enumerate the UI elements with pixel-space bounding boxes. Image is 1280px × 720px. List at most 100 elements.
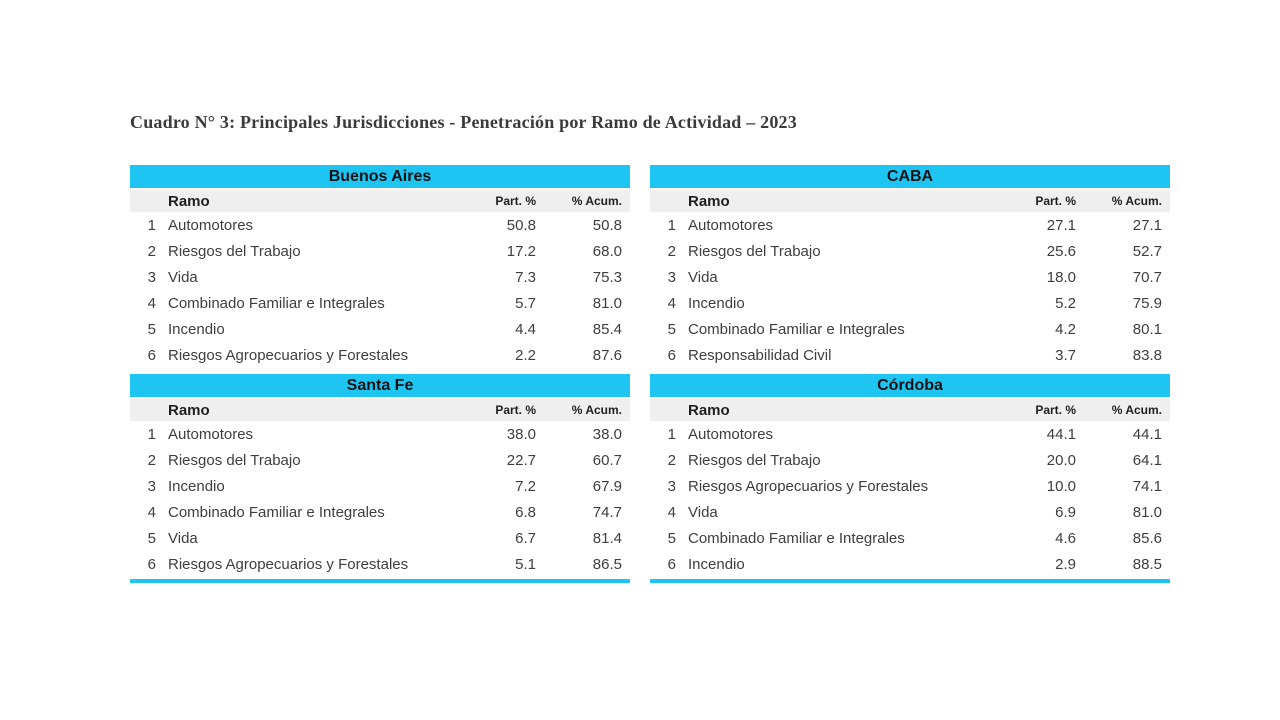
table-row: 1 Automotores 50.8 50.8: [130, 212, 630, 238]
row-rank: 3: [147, 477, 156, 495]
part-column-header: Part. %: [1035, 403, 1076, 417]
table-row: 2 Riesgos del Trabajo 17.2 68.0: [130, 238, 630, 264]
row-acum-value: 81.4: [592, 529, 622, 547]
row-rank: 4: [147, 294, 156, 312]
table-rows: 1 Automotores 38.0 38.0 2 Riesgos del Tr…: [130, 421, 630, 577]
table-row: 4 Combinado Familiar e Integrales 6.8 74…: [130, 499, 630, 525]
row-rank: 3: [667, 268, 676, 286]
row-part-value: 7.3: [515, 268, 536, 286]
acum-column-header: % Acum.: [1111, 194, 1162, 208]
row-part-value: 27.1: [1046, 216, 1076, 234]
row-part-value: 3.7: [1055, 346, 1076, 364]
table-row: 6 Riesgos Agropecuarios y Forestales 5.1…: [130, 551, 630, 577]
page-title: Cuadro N° 3: Principales Jurisdicciones …: [130, 112, 797, 132]
row-part-value: 2.9: [1055, 555, 1076, 573]
row-acum-value: 68.0: [592, 242, 622, 260]
row-part-value: 5.1: [515, 555, 536, 573]
table-buenos-aires: Buenos Aires Ramo Part. % % Acum. 1 Auto…: [130, 165, 630, 368]
row-part-value: 7.2: [515, 477, 536, 495]
row-ramo-label: Riesgos del Trabajo: [688, 451, 821, 469]
row-acum-value: 75.9: [1132, 294, 1162, 312]
row-ramo-label: Vida: [688, 268, 718, 286]
tables-column-left: Buenos Aires Ramo Part. % % Acum. 1 Auto…: [130, 165, 630, 583]
row-rank: 2: [147, 451, 156, 469]
row-part-value: 4.4: [515, 320, 536, 338]
tables-column-right: CABA Ramo Part. % % Acum. 1 Automotores …: [650, 165, 1170, 583]
row-part-value: 5.7: [515, 294, 536, 312]
row-acum-value: 86.5: [592, 555, 622, 573]
row-rank: 2: [667, 451, 676, 469]
table-row: 2 Riesgos del Trabajo 25.6 52.7: [650, 238, 1170, 264]
row-rank: 2: [667, 242, 676, 260]
row-ramo-label: Riesgos Agropecuarios y Forestales: [168, 555, 409, 573]
row-part-value: 10.0: [1046, 477, 1076, 495]
bottom-rule-right: [650, 579, 1170, 583]
table-row: 1 Automotores 38.0 38.0: [130, 421, 630, 447]
column-header-row: Ramo Part. % % Acum.: [650, 399, 1170, 421]
row-rank: 4: [667, 294, 676, 312]
tables-grid: Buenos Aires Ramo Part. % % Acum. 1 Auto…: [130, 165, 1170, 583]
row-ramo-label: Riesgos Agropecuarios y Forestales: [688, 477, 929, 495]
row-rank: 6: [147, 346, 156, 364]
row-ramo-label: Vida: [168, 529, 198, 547]
row-ramo-label: Riesgos del Trabajo: [168, 242, 301, 260]
table-row: 2 Riesgos del Trabajo 20.0 64.1: [650, 447, 1170, 473]
row-part-value: 4.2: [1055, 320, 1076, 338]
row-ramo-label: Incendio: [688, 555, 745, 573]
table-row: 4 Vida 6.9 81.0: [650, 499, 1170, 525]
row-rank: 6: [667, 555, 676, 573]
acum-column-header: % Acum.: [571, 403, 622, 417]
row-rank: 1: [147, 216, 156, 234]
row-acum-value: 38.0: [592, 425, 622, 443]
row-part-value: 2.2: [515, 346, 536, 364]
ramo-column-header: Ramo: [688, 192, 730, 210]
table-row: 5 Combinado Familiar e Integrales 4.6 85…: [650, 525, 1170, 551]
row-acum-value: 85.6: [1132, 529, 1162, 547]
ramo-column-header: Ramo: [168, 401, 210, 419]
row-ramo-label: Combinado Familiar e Integrales: [168, 503, 385, 521]
table-row: 3 Incendio 7.2 67.9: [130, 473, 630, 499]
row-acum-value: 70.7: [1132, 268, 1162, 286]
ramo-column-header: Ramo: [168, 192, 210, 210]
row-rank: 5: [667, 320, 676, 338]
row-rank: 3: [147, 268, 156, 286]
row-part-value: 18.0: [1046, 268, 1076, 286]
part-column-header: Part. %: [495, 194, 536, 208]
row-rank: 1: [667, 216, 676, 234]
row-rank: 4: [147, 503, 156, 521]
row-acum-value: 50.8: [592, 216, 622, 234]
row-acum-value: 74.1: [1132, 477, 1162, 495]
row-ramo-label: Automotores: [168, 216, 254, 234]
row-ramo-label: Riesgos del Trabajo: [168, 451, 301, 469]
row-ramo-label: Automotores: [688, 216, 774, 234]
row-ramo-label: Incendio: [688, 294, 745, 312]
table-caba: CABA Ramo Part. % % Acum. 1 Automotores …: [650, 165, 1170, 368]
row-acum-value: 67.9: [592, 477, 622, 495]
row-acum-value: 81.0: [592, 294, 622, 312]
row-ramo-label: Riesgos del Trabajo: [688, 242, 821, 260]
table-rows: 1 Automotores 50.8 50.8 2 Riesgos del Tr…: [130, 212, 630, 368]
region-header-buenos-aires: Buenos Aires: [130, 165, 630, 188]
row-ramo-label: Riesgos Agropecuarios y Forestales: [168, 346, 409, 364]
row-acum-value: 80.1: [1132, 320, 1162, 338]
row-acum-value: 88.5: [1132, 555, 1162, 573]
region-header-caba: CABA: [650, 165, 1170, 188]
table-row: 1 Automotores 44.1 44.1: [650, 421, 1170, 447]
row-rank: 6: [147, 555, 156, 573]
table-row: 4 Incendio 5.2 75.9: [650, 290, 1170, 316]
row-ramo-label: Incendio: [168, 477, 225, 495]
row-acum-value: 27.1: [1132, 216, 1162, 234]
column-header-row: Ramo Part. % % Acum.: [130, 399, 630, 421]
acum-column-header: % Acum.: [571, 194, 622, 208]
row-rank: 4: [667, 503, 676, 521]
row-acum-value: 60.7: [592, 451, 622, 469]
row-acum-value: 52.7: [1132, 242, 1162, 260]
table-row: 6 Riesgos Agropecuarios y Forestales 2.2…: [130, 342, 630, 368]
row-acum-value: 85.4: [592, 320, 622, 338]
row-ramo-label: Combinado Familiar e Integrales: [688, 320, 905, 338]
region-header-cordoba: Córdoba: [650, 374, 1170, 397]
row-acum-value: 75.3: [592, 268, 622, 286]
table-row: 6 Responsabilidad Civil 3.7 83.8: [650, 342, 1170, 368]
table-row: 5 Incendio 4.4 85.4: [130, 316, 630, 342]
part-column-header: Part. %: [1035, 194, 1076, 208]
